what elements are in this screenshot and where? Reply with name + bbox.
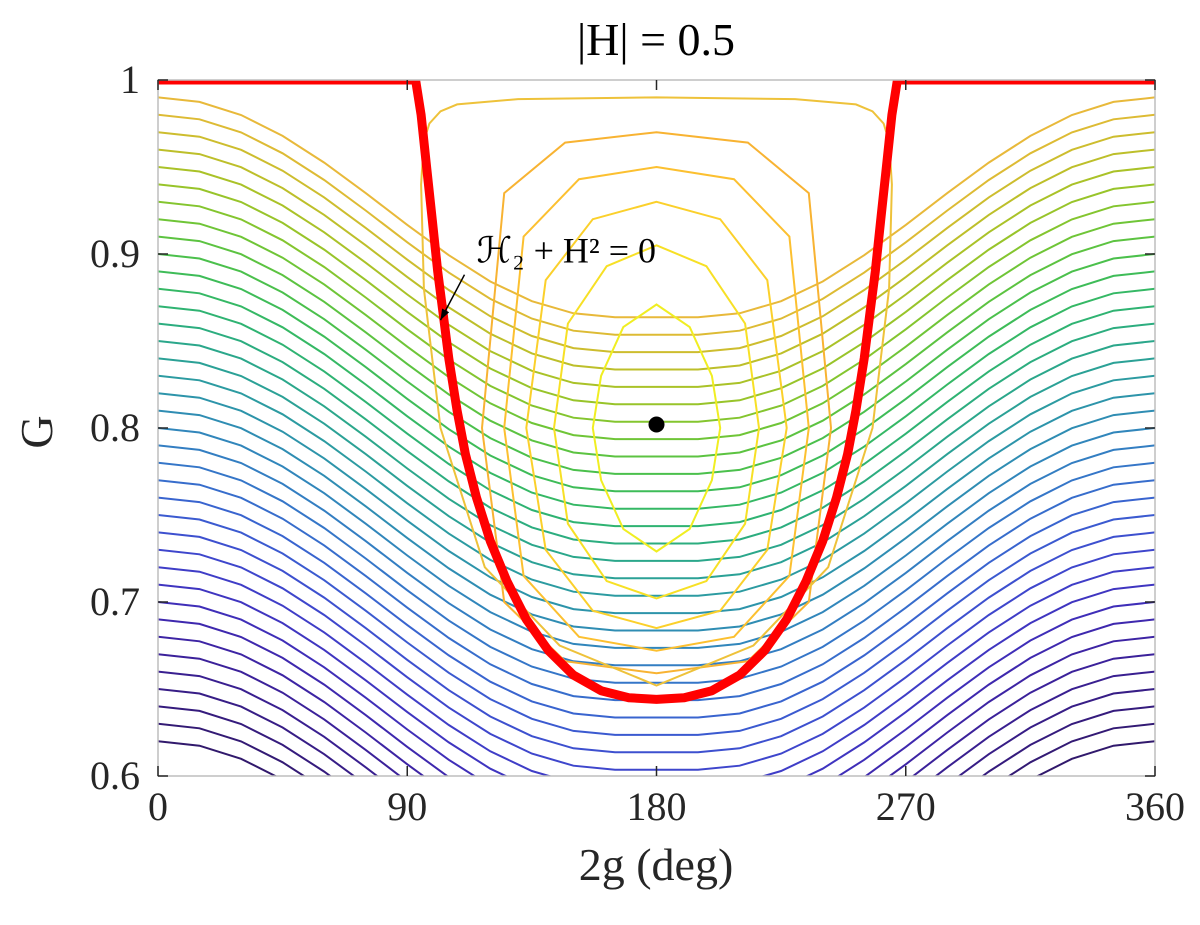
circulation-contour <box>158 148 1155 371</box>
circulation-contour <box>158 514 1155 736</box>
circulation-contour <box>158 601 1155 776</box>
circulation-contour <box>158 496 1155 719</box>
libration-contour <box>503 165 810 652</box>
circulation-contour <box>158 670 1155 776</box>
annotation-text: ℋ₂ + H² = 0 <box>476 231 656 271</box>
circulation-contour <box>158 531 1155 754</box>
x-tick-label: 360 <box>1125 784 1185 829</box>
circulation-contour <box>158 340 1155 562</box>
circulation-contour <box>158 392 1155 615</box>
equilibrium-point <box>648 416 665 433</box>
circulation-contour <box>158 305 1155 528</box>
circulation-contour <box>158 583 1155 776</box>
circulation-contour <box>158 374 1155 597</box>
points-layer <box>648 416 665 433</box>
circulation-contour <box>158 131 1155 354</box>
y-tick-label: 0.7 <box>90 579 140 624</box>
circulation-contour <box>158 253 1155 475</box>
x-tick-label: 180 <box>627 784 687 829</box>
circulation-contour <box>158 235 1155 458</box>
y-tick-label: 1 <box>120 57 140 102</box>
chart-title: |H| = 0.5 <box>577 14 735 65</box>
circulation-contour <box>158 113 1155 336</box>
libration-contour <box>591 303 722 553</box>
circulation-contour <box>158 566 1155 776</box>
y-axis-label: G <box>11 415 62 448</box>
circulation-contour <box>158 96 1155 319</box>
y-tick-label: 0.8 <box>90 405 140 450</box>
axis-ticks: 0 90 180 270 360 0.6 0.7 0.8 0.9 1 <box>90 57 1185 829</box>
circulation-contour <box>158 287 1155 510</box>
y-tick-label: 0.6 <box>90 753 140 798</box>
libration-contour <box>420 96 893 687</box>
circulation-contour <box>158 444 1155 667</box>
circulation-contour <box>158 705 1155 776</box>
circulation-contour <box>158 688 1155 776</box>
x-axis-label: 2g (deg) <box>579 839 734 890</box>
x-tick-label: 270 <box>876 784 936 829</box>
x-tick-label: 0 <box>148 784 168 829</box>
contour-lines <box>158 96 1155 776</box>
circulation-contour <box>158 618 1155 776</box>
circulation-contour <box>158 461 1155 684</box>
circulation-contour <box>158 183 1155 406</box>
circulation-contour <box>158 427 1155 649</box>
x-tick-label: 90 <box>387 784 427 829</box>
libration-contour <box>525 200 788 630</box>
annotation-layer: ℋ₂ + H² = 0 <box>439 231 656 321</box>
libration-contour <box>480 131 833 675</box>
circulation-contour <box>158 653 1155 776</box>
circulation-contour <box>158 322 1155 545</box>
libration-contour <box>552 244 761 600</box>
circulation-contour <box>158 166 1155 388</box>
annotation-arrowhead <box>440 308 450 321</box>
circulation-contour <box>158 357 1155 580</box>
circulation-contour <box>158 218 1155 441</box>
circulation-contour <box>158 635 1155 776</box>
circulation-contour <box>158 270 1155 493</box>
circulation-contour <box>158 409 1155 632</box>
y-tick-label: 0.9 <box>90 231 140 276</box>
